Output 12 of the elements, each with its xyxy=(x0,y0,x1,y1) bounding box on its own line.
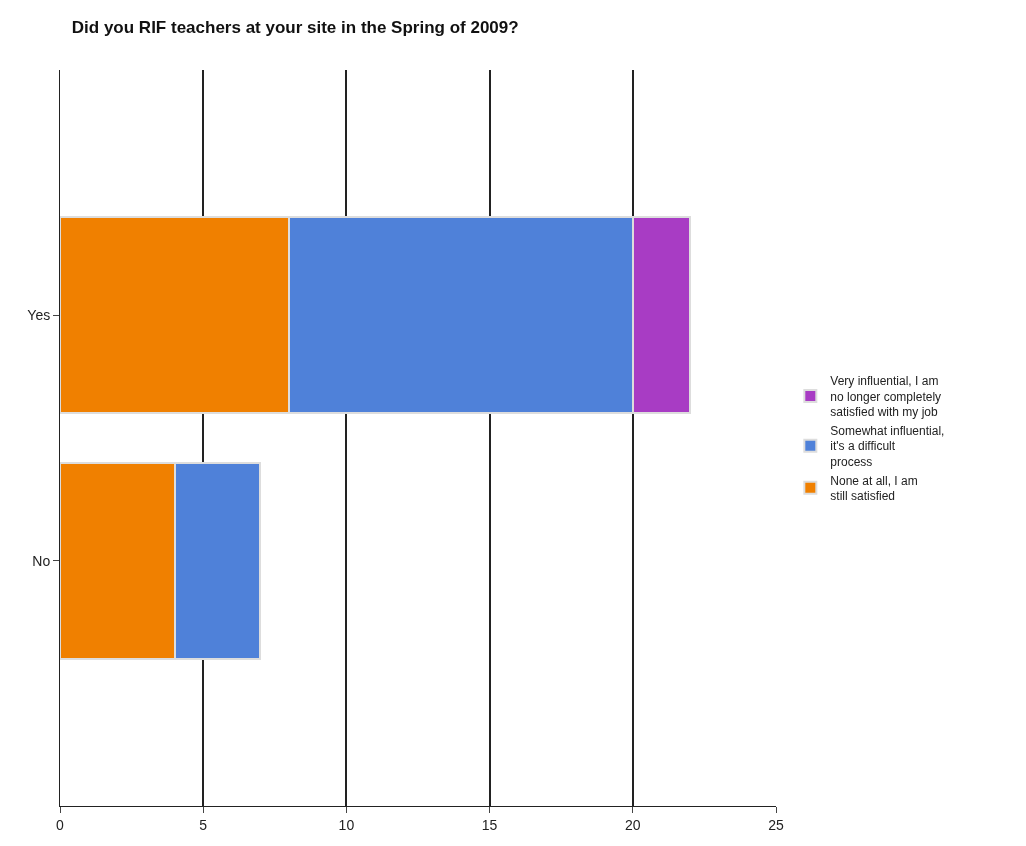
x-tick-label: 0 xyxy=(56,816,65,833)
y-tick-label: No xyxy=(32,552,51,569)
chart-title: Did you RIF teachers at your site in the Spring of 2009? xyxy=(71,18,519,38)
x-tick-label: 20 xyxy=(625,816,641,833)
x-tick-label: 25 xyxy=(768,816,784,833)
legend-label: Somewhat influential, it's a difficult process xyxy=(830,423,945,469)
x-tick-label: 15 xyxy=(481,816,498,833)
y-tick-label: Yes xyxy=(27,307,51,324)
legend-label: Very influential, I am no longer completely satisfied with my job xyxy=(830,373,942,420)
x-tick-label: 5 xyxy=(199,816,208,833)
legend-label: None at all, I am still satisfied xyxy=(830,473,918,504)
x-tick-label: 10 xyxy=(338,816,355,833)
